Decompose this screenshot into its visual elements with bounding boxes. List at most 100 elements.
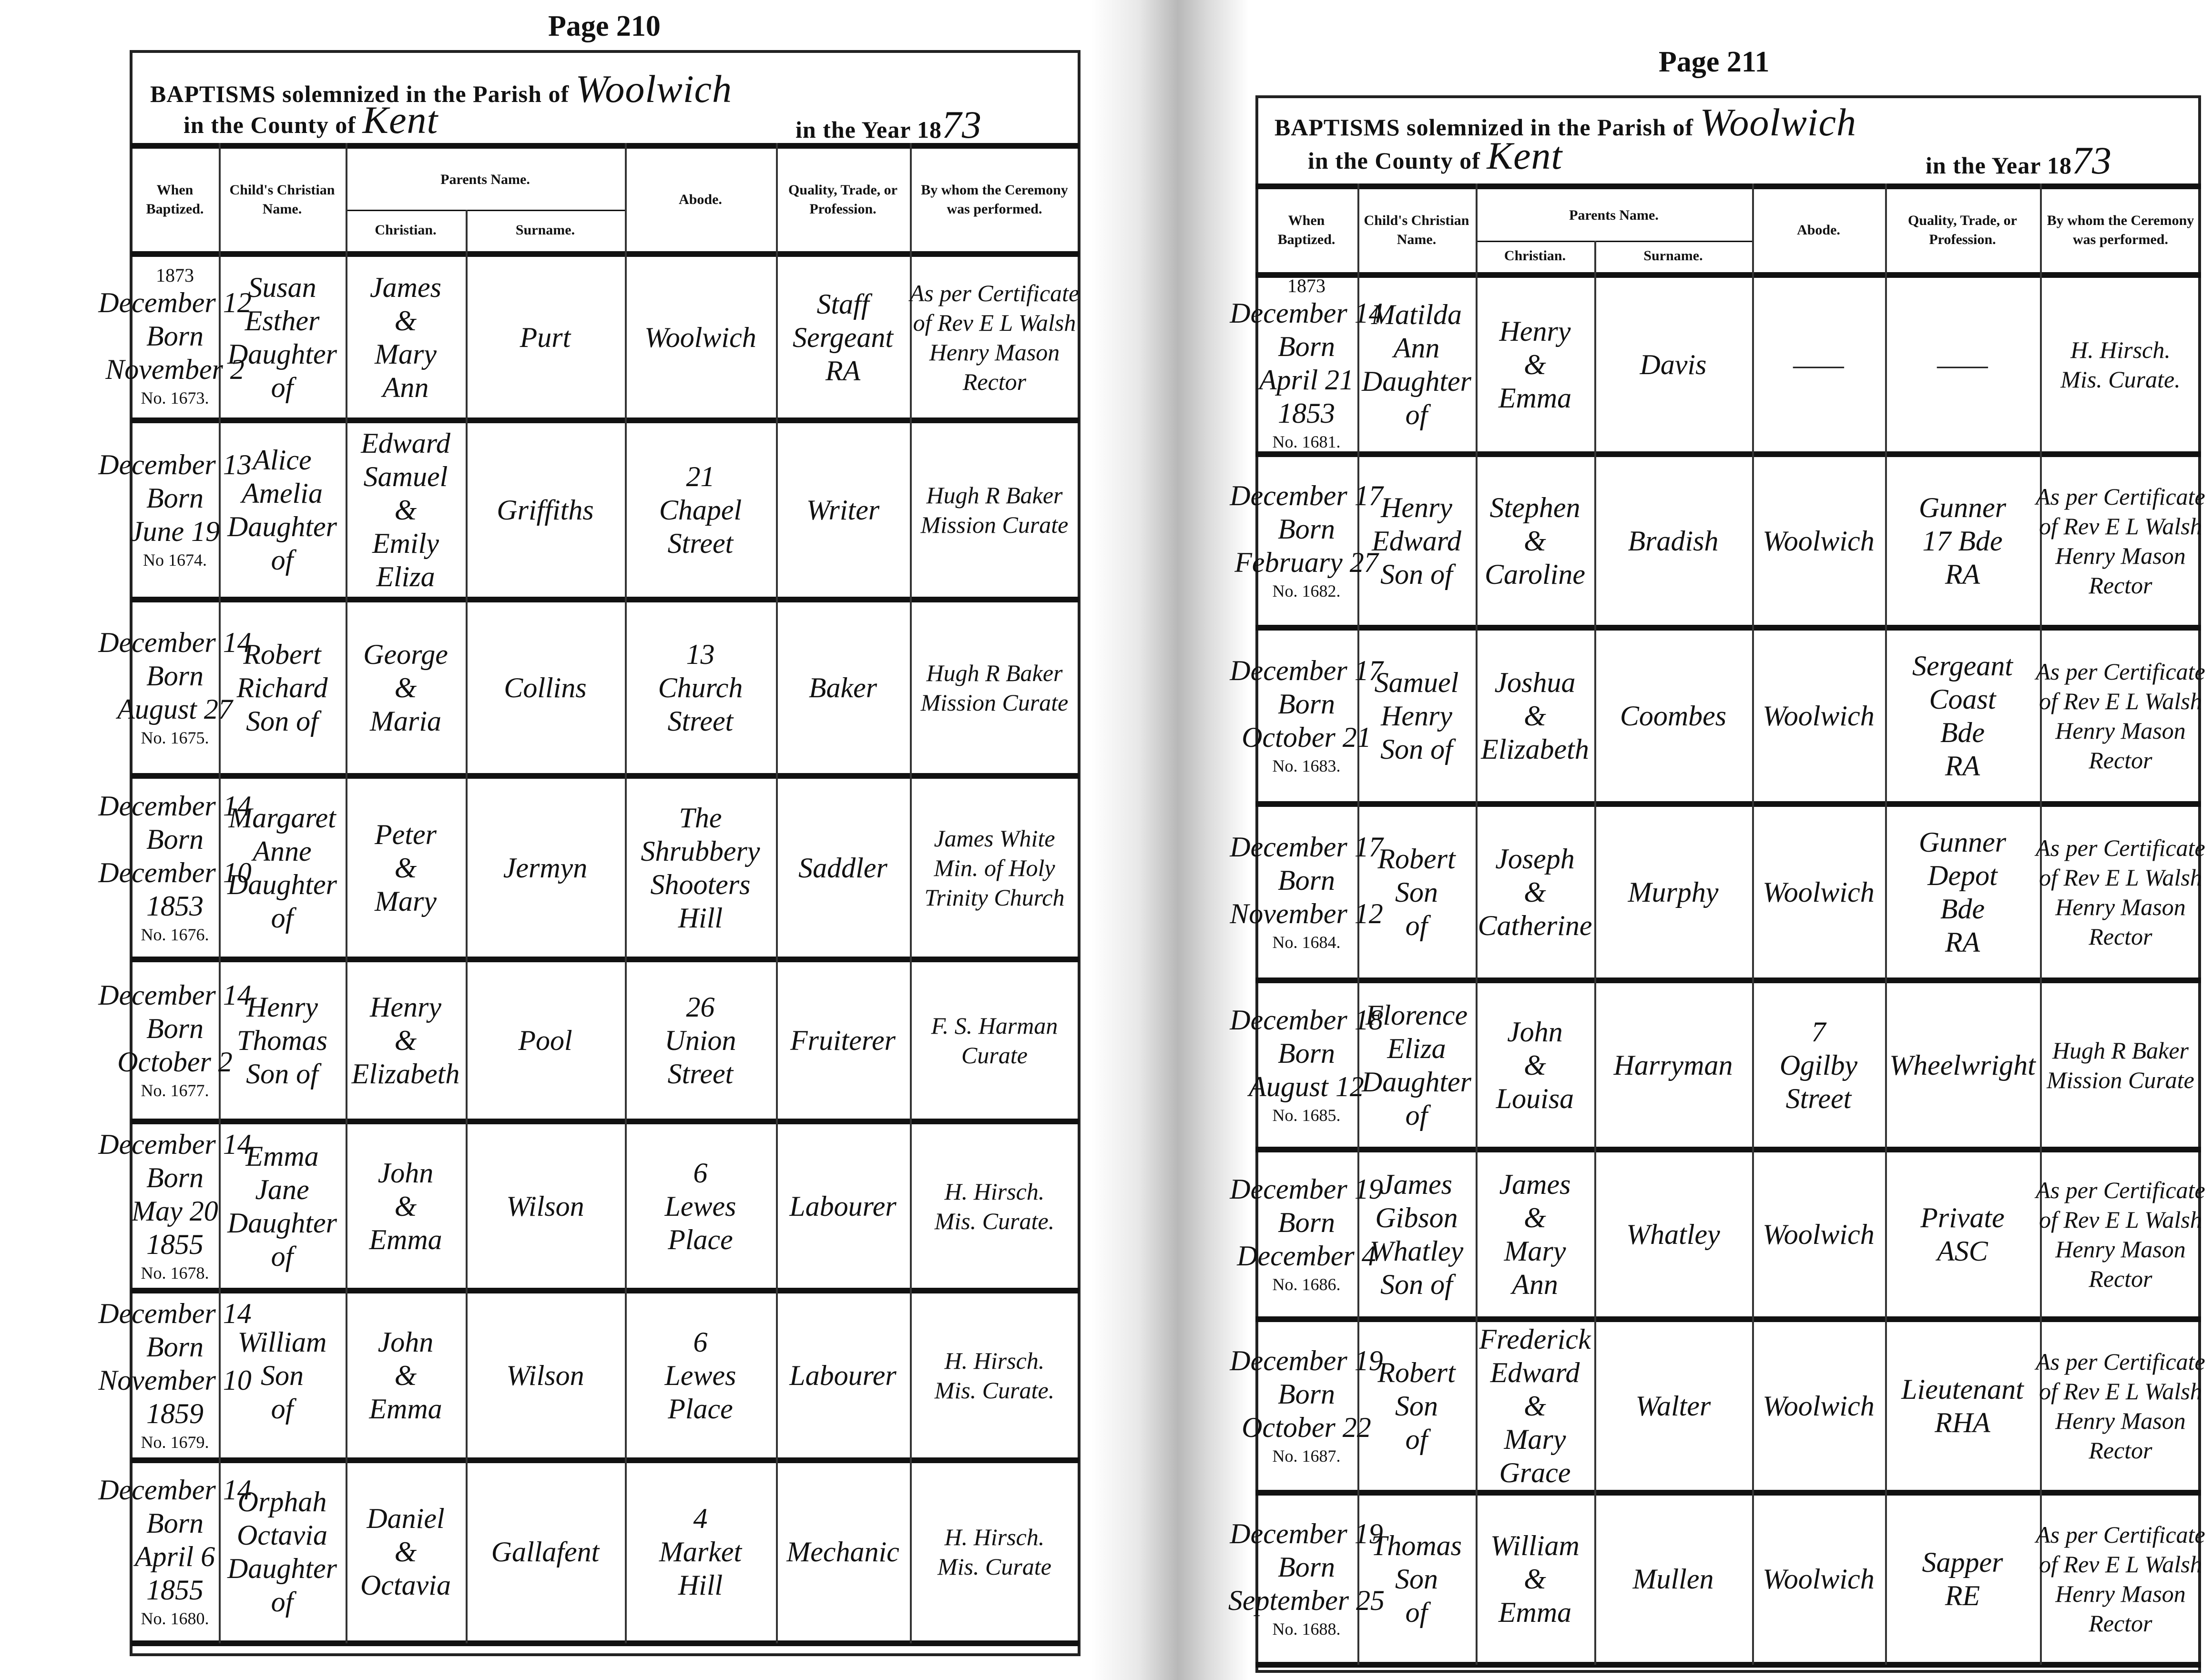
entry-line: of Rev E L Walsh (2039, 513, 2202, 540)
entry-abode: Woolwich (1752, 1497, 1885, 1661)
entry-line: Edward (1490, 1357, 1580, 1388)
entry-line: Mis. Curate. (934, 1207, 1055, 1234)
entry-line: F. S. Harman (931, 1012, 1058, 1039)
entry-when: December 19 Born September 25 No. 1688. (1228, 1497, 1385, 1661)
column-header-by-whom: By whom the Ceremony was performed. (2047, 213, 2194, 247)
entry-line: 7 (1811, 1016, 1826, 1048)
entry-line: H. Hirsch. (944, 1524, 1045, 1550)
entry-child: Susan Esther Daughter of (219, 258, 346, 417)
entry-line: As per Certificate (2036, 1521, 2205, 1548)
entry-line: James (1381, 1169, 1452, 1200)
entry-child: James Gibson Whatley Son of (1357, 1153, 1476, 1315)
entry-line: Orphah (237, 1486, 327, 1517)
entry-abode: The Shrubbery Shooters Hill (625, 780, 776, 956)
entry-quality: Gunner 17 Bde RA (1885, 458, 2040, 624)
entry-line: Born (1278, 1037, 1335, 1069)
entry-line: Ann (1512, 1269, 1558, 1300)
column-header-when: When Baptized. (1277, 213, 1335, 247)
entry-line: December 18 (1230, 1004, 1383, 1036)
year-line: in the Year 1873 (1926, 138, 2112, 183)
title-rule (1255, 183, 2201, 189)
entry-when: December 14 Born December 10 1853 No. 1676. (98, 780, 252, 956)
row-rule (1255, 1490, 2201, 1496)
entry-line: 13 (686, 639, 715, 670)
entry-line: Lewes (664, 1190, 736, 1222)
entry-abode: Woolwich (625, 258, 776, 417)
entry-line: Street (1785, 1082, 1852, 1114)
entry-christian: Frederick Edward & Mary Grace (1476, 1323, 1594, 1489)
entry-number: No. 1688. (1272, 1619, 1341, 1639)
entry-surname: Pool (466, 963, 625, 1118)
entry-when: December 14 Born May 20 1855 No. 1678. (98, 1125, 252, 1287)
column-header-surname: Surname. (515, 222, 575, 238)
row-rule (1255, 451, 2201, 457)
entry-line: December 14 (98, 1474, 252, 1506)
entry-line: Rector (2089, 747, 2152, 774)
entry-line: Henry Mason (2055, 1580, 2186, 1607)
column-header-quality: Quality, Trade, or Profession. (788, 182, 897, 217)
entry-line: James (1499, 1169, 1571, 1200)
entry-line: December 17 (1230, 480, 1383, 511)
entry-line: Alice (253, 444, 312, 476)
entry-line: 1859 (146, 1398, 204, 1429)
entry-line: Emma (1498, 1596, 1572, 1628)
entry-number: No. 1673. (141, 388, 209, 407)
entry-abode: Woolwich (1752, 1153, 1885, 1315)
entry-line: December 14 (98, 979, 252, 1011)
column-header-parents: Parents Name. (1569, 207, 1659, 223)
year-suffix: 73 (942, 103, 982, 146)
entry-when: December 17 Born November 12 No. 1684. (1230, 808, 1383, 977)
entry-number: No. 1685. (1272, 1105, 1341, 1125)
column-rule (1357, 183, 1359, 1665)
entry-line: Born (1278, 1551, 1335, 1583)
entry-line: December 19 (1230, 1345, 1383, 1376)
entry-by-whom: H. Hirsch. Mis. Curate. (910, 1125, 1079, 1287)
entry-by-whom: Hugh R Baker Mission Curate (910, 603, 1079, 772)
entry-line: Place (668, 1393, 733, 1425)
entry-when: December 14 Born November 10 1859 No. 1679. (98, 1294, 252, 1456)
entry-line: October 2 (117, 1046, 233, 1078)
entry-line: May 20 (132, 1195, 218, 1227)
entry-line: of (1405, 399, 1428, 430)
entry-line: As per Certificate (2036, 658, 2205, 685)
entry-line: Lieutenant (1901, 1374, 2024, 1405)
entry-line: Henry Mason (2055, 894, 2186, 920)
entry-line: Louisa (1496, 1082, 1574, 1114)
entry-line: Hill (678, 1569, 723, 1601)
entry-by-whom: Hugh R Baker Mission Curate (910, 424, 1079, 596)
year-prefix: in the Year 18 (795, 116, 942, 143)
entry-christian: John & Louisa (1476, 984, 1594, 1146)
entry-line: Stephen (1489, 492, 1580, 523)
entry-line: Born (146, 1013, 204, 1044)
entry-line: & (1524, 1049, 1546, 1081)
entry-by-whom: F. S. Harman Curate (910, 963, 1079, 1118)
entry-child: Henry Edward Son of (1357, 458, 1476, 624)
entry-line: June 19 (130, 516, 220, 547)
entry-line: November 12 (1230, 898, 1383, 929)
entry-line: Depot (1927, 860, 1998, 891)
entry-line: Son (1395, 1563, 1438, 1595)
entry-line: Jermyn (503, 852, 588, 884)
entry-line: of Rev E L Walsh (913, 309, 1076, 336)
column-rule (910, 143, 912, 1643)
entry-line: Eliza (1387, 1032, 1446, 1064)
entry-by-whom: As per Certificate of Rev E L Walsh Henry … (2036, 1497, 2205, 1661)
entry-abode: Woolwich (1752, 1323, 1885, 1489)
row-rule (1255, 977, 2201, 983)
entry-line: December 4 (1237, 1240, 1376, 1272)
entry-line: Son of (1380, 1269, 1453, 1300)
entry-line: Rector (2089, 923, 2152, 950)
entry-line: William (1490, 1529, 1580, 1561)
entry-line: Joshua (1494, 667, 1576, 698)
entry-line: Born (1278, 1378, 1335, 1410)
entry-line: Min. of Holy (934, 854, 1055, 881)
column-header-abode: Abode. (679, 191, 722, 207)
column-rule (466, 210, 468, 1643)
entry-line: December 14 (98, 627, 252, 658)
row-rule (1255, 1147, 2201, 1152)
entry-line: Henry (1499, 316, 1571, 347)
entry-line: Union (664, 1025, 736, 1056)
parents-subrule (1476, 241, 1752, 242)
entry-line: Fruiterer (790, 1025, 896, 1056)
entry-line: Daughter (227, 1553, 337, 1584)
